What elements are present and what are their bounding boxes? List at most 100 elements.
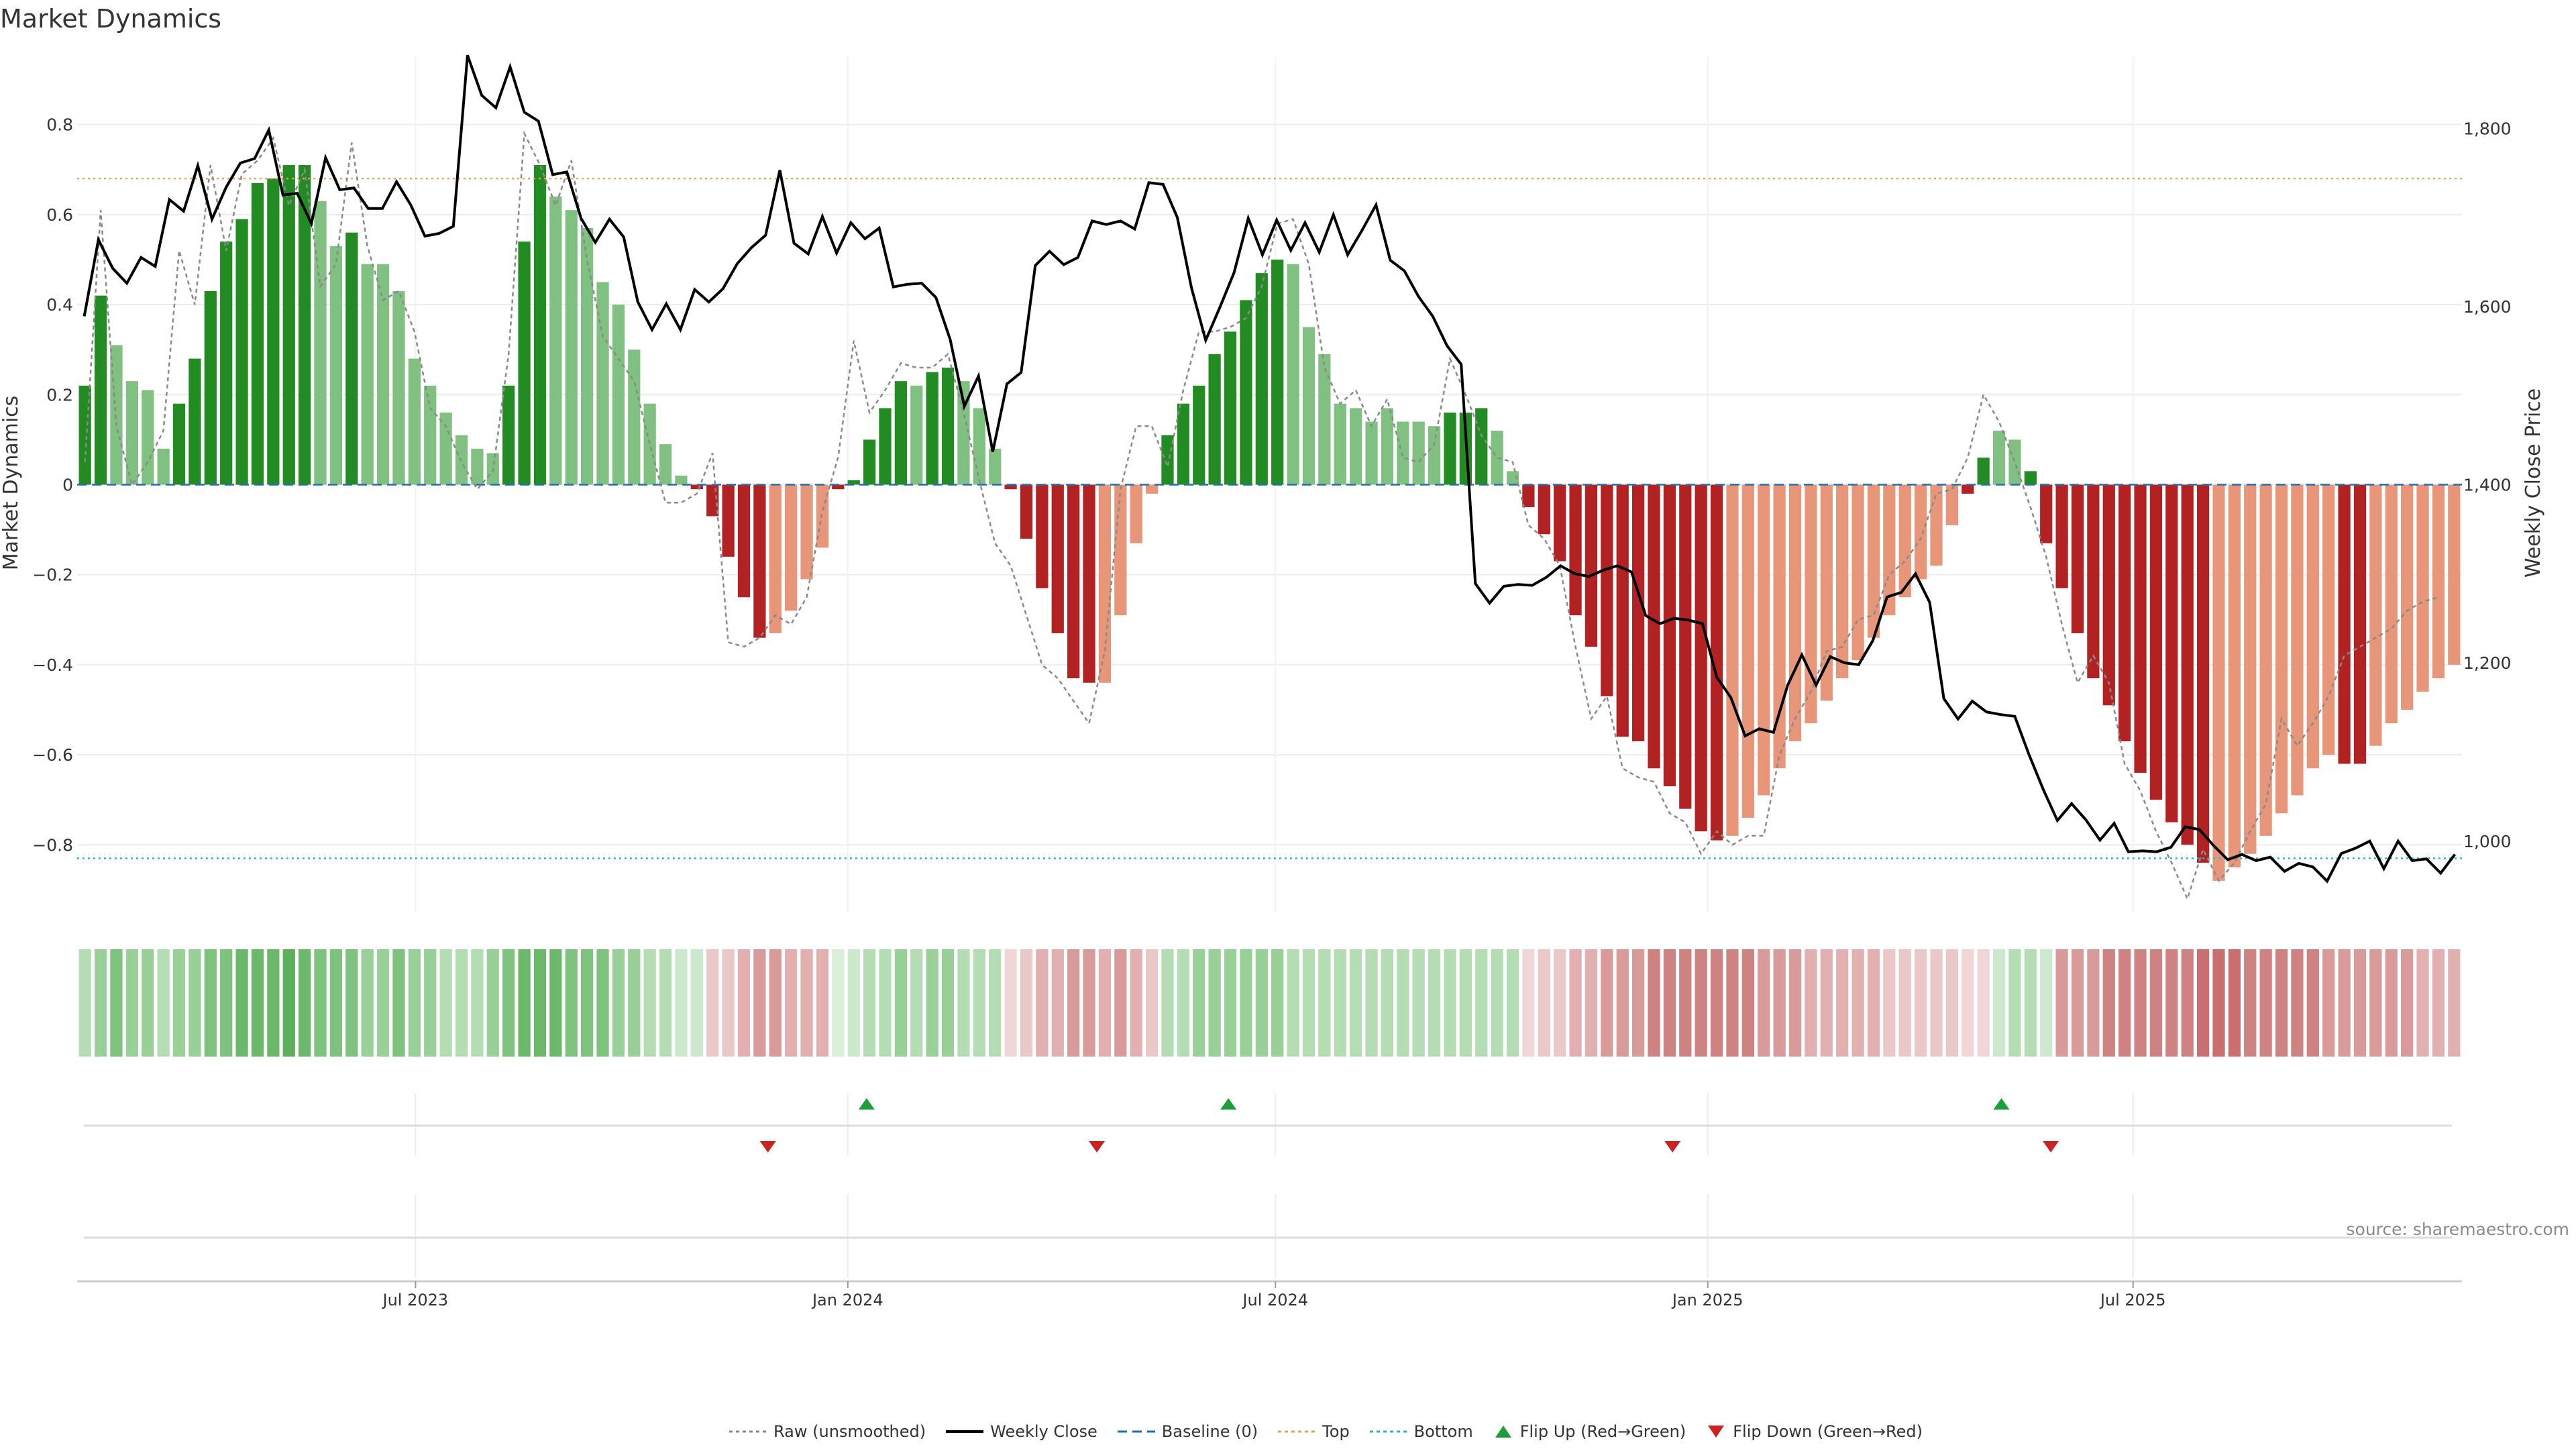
y-tick-label: 0.2 — [46, 385, 73, 405]
regime-cell — [596, 949, 609, 1057]
momentum-bar — [376, 264, 390, 485]
regime-cell — [1271, 949, 1284, 1057]
legend-item: Weekly Close — [945, 1422, 1097, 1441]
momentum-bar — [1788, 484, 1802, 741]
regime-cell — [1601, 949, 1613, 1057]
momentum-bar — [235, 219, 248, 485]
regime-cell — [1475, 949, 1488, 1057]
regime-cell — [2087, 949, 2100, 1057]
regime-cell — [2259, 949, 2272, 1057]
regime-cell — [1585, 949, 1598, 1057]
x-tick-label: Jan 2025 — [1671, 1291, 1743, 1309]
momentum-bar — [2008, 439, 2021, 485]
momentum-bar — [2259, 484, 2272, 836]
legend-item: Bottom — [1368, 1422, 1473, 1441]
momentum-bar — [2040, 484, 2053, 543]
regime-cell — [1851, 949, 1864, 1057]
legend-swatch — [1495, 1426, 1511, 1438]
page-title: Market Dynamics — [0, 4, 222, 34]
regime-cell — [1506, 949, 1519, 1057]
momentum-bar — [989, 448, 1002, 485]
regime-cell — [1820, 949, 1833, 1057]
y2-tick-label: 1,200 — [2463, 653, 2512, 673]
regime-strip — [78, 949, 2461, 1057]
momentum-bar — [1758, 484, 1770, 796]
momentum-bar — [847, 480, 860, 485]
momentum-bar — [1444, 413, 1456, 485]
momentum-bar — [2071, 484, 2084, 633]
legend-item: Baseline (0) — [1116, 1422, 1258, 1441]
momentum-bar — [1945, 484, 1959, 525]
flip-down-marker — [1089, 1141, 1106, 1152]
regime-cell — [1255, 949, 1268, 1057]
regime-cell — [2291, 949, 2304, 1057]
regime-cell — [424, 949, 437, 1057]
regime-cell — [2322, 949, 2335, 1057]
regime-cell — [926, 949, 938, 1057]
momentum-bar — [1585, 484, 1598, 647]
regime-cell — [329, 949, 343, 1057]
momentum-bar — [172, 403, 186, 485]
regime-cell — [1224, 949, 1237, 1057]
regime-cell — [565, 949, 578, 1057]
momentum-bar — [612, 305, 625, 485]
momentum-bar — [2432, 484, 2445, 679]
momentum-bar — [125, 381, 138, 485]
regime-cell — [439, 949, 452, 1057]
regime-cell — [1538, 949, 1550, 1057]
regime-cell — [2448, 949, 2461, 1057]
regime-cell — [1193, 949, 1205, 1057]
momentum-bar — [1663, 484, 1676, 787]
momentum-bar — [471, 448, 484, 485]
x-tick-label: Jul 2025 — [2099, 1291, 2166, 1309]
momentum-bar — [94, 295, 107, 485]
momentum-bar — [1491, 430, 1503, 485]
momentum-bar — [957, 381, 970, 485]
regime-cell — [189, 949, 201, 1057]
regime-cell — [2055, 949, 2068, 1057]
legend-swatch — [1117, 1430, 1155, 1433]
regime-cell — [1741, 949, 1754, 1057]
momentum-bar — [1648, 484, 1660, 769]
regime-cell — [110, 949, 123, 1057]
regime-cell — [2008, 949, 2021, 1057]
y2-tick-label: 1,800 — [2463, 119, 2512, 138]
regime-cell — [769, 949, 782, 1057]
flip-down-marker — [2043, 1141, 2059, 1152]
momentum-bar — [455, 435, 468, 485]
momentum-bar — [408, 358, 421, 485]
momentum-bar — [1554, 484, 1566, 561]
regime-cell — [1459, 949, 1472, 1057]
regime-cell — [1726, 949, 1739, 1057]
regime-cell — [361, 949, 374, 1057]
regime-cell — [753, 949, 766, 1057]
raw-line — [84, 130, 2439, 902]
regime-cell — [1962, 949, 1974, 1057]
momentum-bar — [2416, 484, 2429, 692]
momentum-bar — [737, 484, 751, 598]
momentum-bar — [1601, 484, 1613, 696]
momentum-bar — [675, 476, 688, 485]
legend-item: Top — [1277, 1422, 1350, 1441]
flip-down-marker — [1664, 1141, 1681, 1152]
x-tick-label: Jul 2024 — [1241, 1291, 1308, 1309]
regime-cell — [722, 949, 735, 1057]
momentum-bar — [299, 165, 311, 485]
momentum-bar — [1240, 300, 1252, 485]
momentum-bar — [1271, 259, 1284, 485]
momentum-bar — [2275, 484, 2288, 814]
regime-cell — [1788, 949, 1802, 1057]
regime-cell — [1836, 949, 1849, 1057]
legend-swatch — [1369, 1430, 1407, 1433]
regime-cell — [1867, 949, 1880, 1057]
momentum-bar — [2134, 484, 2147, 773]
regime-cell — [142, 949, 154, 1057]
momentum-bar — [1962, 484, 1974, 494]
momentum-bar — [439, 413, 452, 485]
regime-cell — [1695, 949, 1707, 1057]
momentum-bar — [1051, 484, 1064, 633]
momentum-bar — [1836, 484, 1849, 679]
momentum-bar — [1098, 484, 1112, 683]
momentum-bar — [832, 484, 845, 490]
regime-cell — [1051, 949, 1064, 1057]
